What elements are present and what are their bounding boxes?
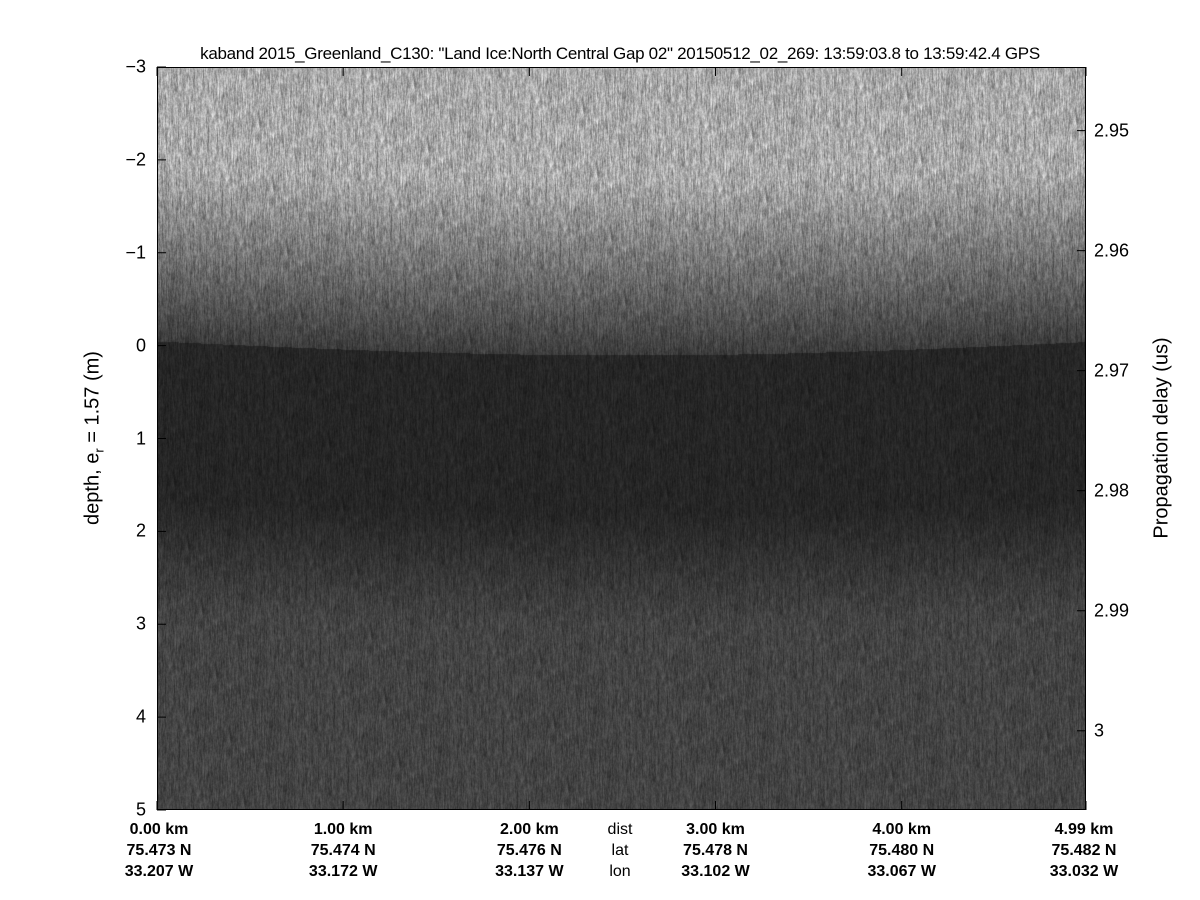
dist-label: 2.00 km [499, 821, 559, 838]
lat-label: 75.473 N [126, 842, 192, 859]
left-tick-label: 5 [135, 799, 146, 820]
left-tick-label: 4 [135, 706, 146, 727]
right-tick-label: 2.99 [1094, 600, 1130, 621]
right-tick-label: 2.98 [1094, 480, 1130, 501]
right-tick-label: 2.95 [1094, 120, 1130, 141]
dist-label: 4.00 km [872, 821, 932, 838]
lat-label: 75.482 N [1051, 842, 1117, 859]
lon-label: 33.067 W [867, 863, 936, 880]
plot-area [156, 66, 1087, 811]
axes-frame [156, 66, 1087, 811]
lon-label: 33.032 W [1049, 863, 1119, 880]
left-tick-label: −1 [125, 242, 146, 263]
dist-label: 1.00 km [313, 821, 373, 838]
lat-label: 75.476 N [496, 842, 562, 859]
lat-label: 75.474 N [310, 842, 376, 859]
dist-label: 4.99 km [1054, 821, 1114, 838]
axes-box [157, 67, 1086, 810]
left-tick-label: 0 [135, 335, 146, 356]
left-tick-label: 2 [135, 520, 146, 541]
echogram-image [157, 67, 1086, 810]
y-axis-label-right: Propagation delay (us) [1150, 337, 1173, 539]
y-axis-label-left: depth, er = 1.57 (m) [81, 351, 107, 525]
lat-row-header: lat [611, 842, 629, 859]
left-tick-label: 1 [135, 428, 146, 448]
dist-row-header: dist [607, 821, 633, 838]
dist-label: 0.00 km [129, 821, 189, 838]
lat-label: 75.478 N [683, 842, 748, 859]
right-tick-label: 2.97 [1094, 360, 1130, 381]
lon-label: 33.137 W [495, 863, 564, 880]
lon-row-header: lon [609, 863, 631, 880]
left-tick-label: −2 [125, 149, 146, 170]
right-tick-label: 2.96 [1094, 240, 1130, 261]
dist-label: 3.00 km [686, 821, 745, 838]
lat-label: 75.480 N [869, 842, 935, 859]
left-tick-label: −3 [125, 56, 146, 77]
left-tick-label: 3 [135, 613, 146, 634]
right-tick-label: 3 [1094, 720, 1105, 741]
lon-label: 33.207 W [124, 863, 194, 880]
chart-title: kaband 2015_Greenland_C130: "Land Ice:No… [200, 44, 1040, 63]
lon-label: 33.172 W [308, 863, 378, 880]
lon-label: 33.102 W [681, 863, 750, 880]
